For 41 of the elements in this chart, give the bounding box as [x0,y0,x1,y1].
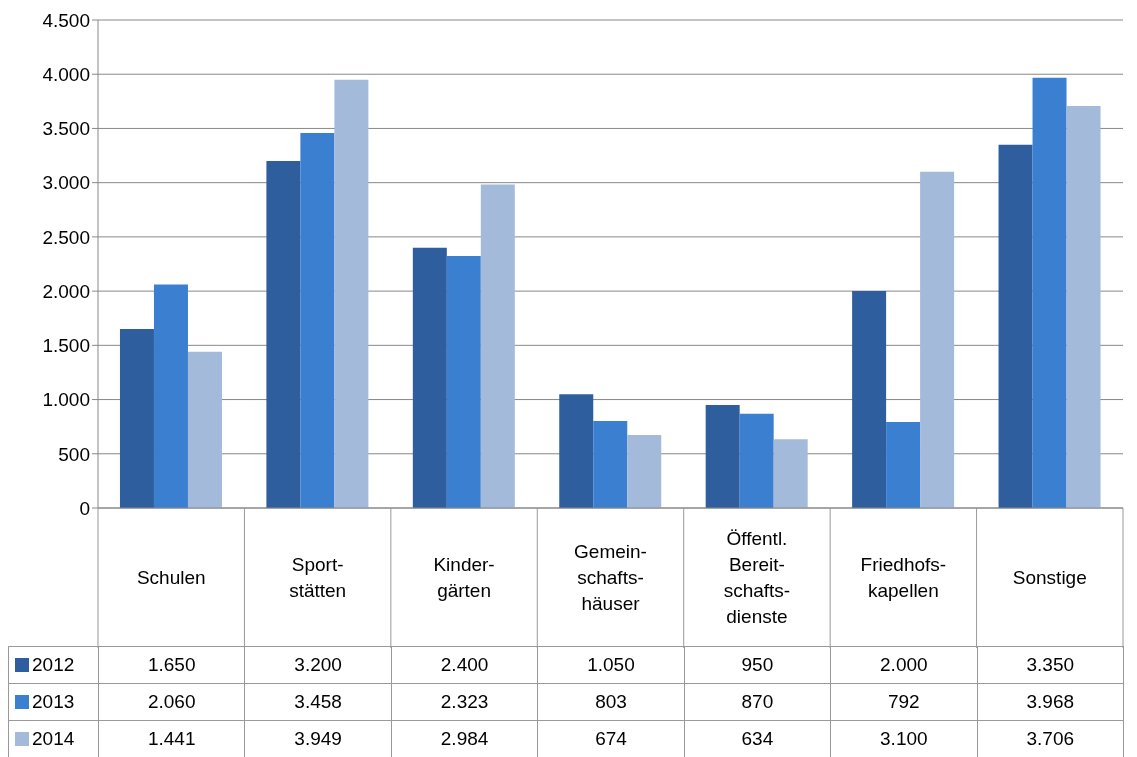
x-tick-label: Kinder- gärten [433,554,495,601]
legend-label: 2013 [8,683,99,721]
data-label: 2.984 [391,720,538,757]
y-tick-label: 3.000 [42,172,90,194]
x-tick-label: Gemein- schafts- häuser [574,541,647,614]
y-tick-label: 1.500 [42,335,90,357]
y-tick-label: 0 [79,497,90,519]
data-label: 2.000 [830,646,978,684]
legend-label: 2014 [8,720,99,757]
data-label: 3.458 [244,683,392,721]
y-tick-label: 4.500 [42,9,90,31]
data-label: 3.350 [977,646,1124,684]
data-label: 3.200 [244,646,392,684]
y-tick-label: 2.000 [42,280,90,302]
y-tick-label: 1.000 [42,389,90,411]
y-tick-label: 500 [58,443,90,465]
data-label: 3.968 [977,683,1124,721]
data-label: 1.650 [98,646,245,684]
x-tick-label: Friedhofs- kapellen [860,554,947,601]
y-tick-label: 3.500 [42,118,90,140]
legend-label: 2012 [8,646,99,684]
data-label: 3.949 [244,720,392,757]
x-tick-label: Öffentl. Bereit- schafts- dienste [723,528,791,627]
data-label: 950 [684,646,831,684]
data-label: 803 [537,683,685,721]
data-label: 2.060 [98,683,245,721]
x-tick-label: Sport- stätten [289,554,347,601]
data-label: 2.323 [391,683,538,721]
data-label: 870 [684,683,831,721]
data-label: 3.100 [830,720,978,757]
data-label: 2.400 [391,646,538,684]
data-label: 792 [830,683,978,721]
x-tick-label: Sonstige [1012,567,1087,588]
data-label: 674 [537,720,685,757]
x-tick-label: Schulen [136,567,206,588]
y-tick-label: 4.000 [42,63,90,85]
data-label: 3.706 [977,720,1124,757]
y-tick-label: 2.500 [42,226,90,248]
data-label: 634 [684,720,831,757]
data-label: 1.441 [98,720,245,757]
data-label: 1.050 [537,646,685,684]
